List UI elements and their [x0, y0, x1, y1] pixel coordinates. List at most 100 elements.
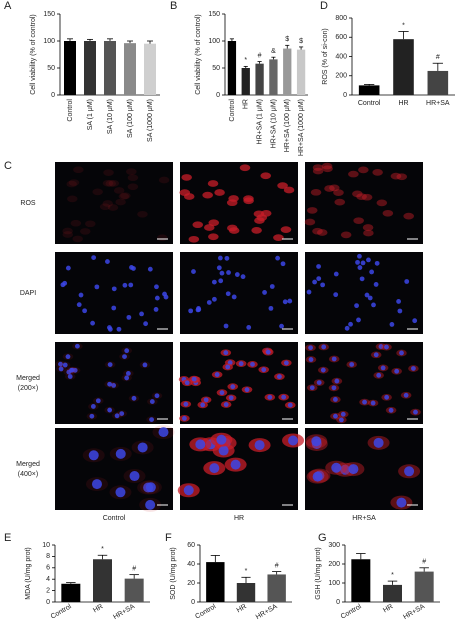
micrograph [55, 342, 173, 424]
nucleus [269, 284, 275, 289]
nucleus [147, 266, 153, 272]
nucleus [200, 402, 206, 408]
nucleus [74, 343, 80, 349]
nucleus [228, 395, 234, 401]
nucleus [309, 385, 315, 391]
cell-signal [157, 234, 168, 242]
cell-signal [260, 172, 272, 180]
cell-signal [306, 207, 318, 214]
bar [393, 39, 414, 95]
cell-signal [207, 180, 219, 187]
nucleus [191, 376, 197, 382]
cell-signal [127, 174, 139, 182]
cell-signal [188, 235, 200, 243]
nucleus [188, 308, 194, 314]
nucleus [206, 300, 212, 305]
nucleus [280, 261, 286, 267]
nucleus [218, 278, 224, 284]
nucleus [65, 265, 71, 271]
nucleus [316, 264, 321, 269]
nucleus [126, 314, 132, 320]
x-tick-label: SA (10 μM) [107, 99, 114, 134]
row-label: Merged [16, 461, 40, 468]
nucleus [203, 397, 209, 403]
nucleus [277, 374, 282, 380]
x-tick-label: Control [340, 603, 363, 621]
nucleus [287, 402, 293, 408]
micrograph [55, 162, 173, 244]
row-label: (400×) [18, 471, 38, 478]
y-axis-label: MDA (U/mg prot) [25, 547, 32, 600]
nucleus [128, 282, 134, 288]
nucleus [240, 274, 246, 280]
bar [227, 41, 237, 95]
panel-label: B [170, 0, 177, 12]
nucleus [223, 323, 229, 329]
cell-signal [356, 193, 367, 201]
y-tick-label: 0 [336, 599, 340, 606]
y-tick-label: 800 [335, 15, 347, 22]
nucleus [371, 302, 376, 308]
bar [84, 41, 96, 95]
nucleus [279, 323, 284, 329]
nucleus [373, 282, 379, 287]
bar [64, 41, 76, 95]
y-axis-label: ROS (% of si-con) [322, 28, 329, 84]
nucleus [225, 291, 231, 297]
x-tick-label: HR+SA [112, 603, 136, 621]
nucleus [340, 464, 351, 475]
nucleus [91, 255, 97, 260]
nucleus [209, 463, 220, 474]
cell-signal [273, 234, 284, 242]
nucleus [261, 367, 267, 373]
y-tick-label: 200 [328, 561, 340, 568]
y-axis-label: Cell viability (% of control) [30, 14, 37, 95]
y-tick-label: 0 [46, 599, 50, 606]
cell-signal [204, 224, 215, 231]
nucleus [378, 344, 384, 349]
nucleus [374, 260, 380, 266]
nucleus [396, 299, 401, 304]
cell-signal [228, 195, 239, 202]
nucleus [219, 390, 225, 396]
nucleus [412, 318, 418, 324]
x-tick-label: HR [236, 603, 248, 614]
significance-label: # [275, 562, 279, 569]
cell-signal [358, 166, 369, 174]
cell-signal [127, 183, 139, 191]
bar [414, 571, 434, 602]
nucleus [287, 298, 293, 304]
micrograph [305, 252, 423, 334]
nucleus [369, 269, 375, 275]
cell-signal [312, 227, 323, 235]
cell-signal [120, 192, 131, 200]
nucleus [196, 306, 201, 311]
nucleus [124, 375, 130, 381]
nucleus [107, 362, 113, 367]
y-tick-label: 60 [187, 542, 195, 549]
x-tick-label: Control [50, 603, 73, 621]
nucleus [404, 279, 410, 284]
cell-signal [113, 187, 125, 194]
cell-signal [72, 235, 84, 243]
nucleus [184, 380, 190, 386]
nucleus [107, 326, 113, 332]
cell-signal [363, 229, 374, 237]
bar [93, 559, 112, 602]
x-tick-label: Control [358, 100, 381, 107]
nucleus [116, 326, 122, 332]
y-tick-label: 50 [212, 65, 220, 72]
y-tick-label: 10 [42, 542, 50, 549]
nucleus [340, 411, 346, 417]
bar [61, 583, 81, 602]
panel-label: G [318, 532, 327, 544]
nucleus [214, 372, 220, 377]
nucleus [58, 366, 64, 372]
y-tick-label: 150 [208, 11, 220, 18]
nucleus [122, 282, 128, 288]
cell-signal [103, 169, 114, 177]
cell-signal [92, 188, 103, 196]
significance-label: $ [285, 36, 289, 43]
cell-signal [283, 186, 295, 194]
